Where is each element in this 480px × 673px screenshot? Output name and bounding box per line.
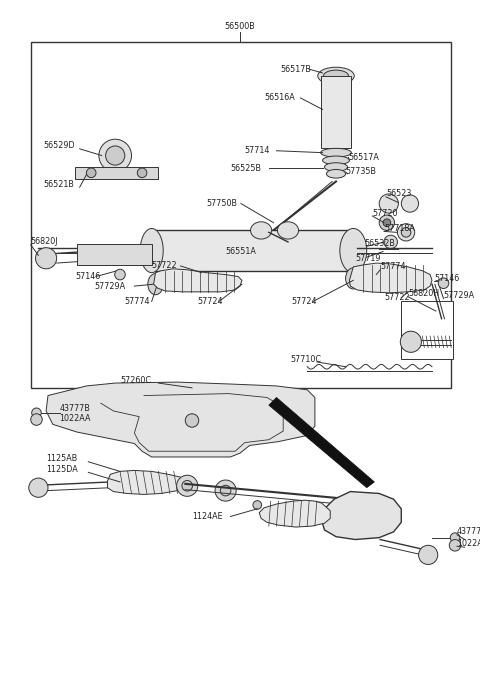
Ellipse shape — [182, 481, 192, 491]
Ellipse shape — [401, 195, 419, 212]
Text: 57724: 57724 — [198, 297, 223, 306]
Ellipse shape — [324, 70, 348, 81]
Ellipse shape — [148, 274, 163, 295]
Ellipse shape — [36, 248, 57, 269]
Ellipse shape — [177, 475, 198, 497]
Text: 57724: 57724 — [292, 297, 317, 306]
Polygon shape — [46, 382, 315, 457]
Ellipse shape — [397, 223, 415, 241]
Text: 56517B: 56517B — [280, 65, 311, 73]
Ellipse shape — [450, 533, 460, 542]
Text: 56516A: 56516A — [264, 94, 295, 102]
Text: 57720: 57720 — [372, 209, 398, 217]
Ellipse shape — [215, 480, 236, 501]
Text: 57722: 57722 — [152, 261, 177, 271]
Text: 57146: 57146 — [434, 274, 459, 283]
Polygon shape — [154, 269, 242, 292]
Text: 57722: 57722 — [384, 293, 409, 302]
Text: 1022AA: 1022AA — [457, 539, 480, 548]
Text: 1124AE: 1124AE — [192, 512, 223, 521]
Ellipse shape — [401, 227, 411, 237]
Ellipse shape — [140, 229, 163, 273]
Polygon shape — [108, 470, 185, 495]
Text: 57710C: 57710C — [290, 355, 321, 363]
Ellipse shape — [106, 146, 125, 165]
Polygon shape — [77, 244, 152, 265]
Text: 56532B: 56532B — [365, 240, 396, 248]
Ellipse shape — [137, 168, 147, 178]
Text: 57260C: 57260C — [120, 376, 151, 385]
Ellipse shape — [32, 408, 41, 418]
Text: 56523: 56523 — [386, 189, 411, 199]
Polygon shape — [401, 302, 453, 359]
Text: 56525B: 56525B — [230, 164, 262, 172]
Polygon shape — [322, 491, 401, 540]
Ellipse shape — [185, 414, 199, 427]
Text: 56551A: 56551A — [226, 247, 256, 256]
Polygon shape — [269, 398, 374, 488]
Text: 57750B: 57750B — [206, 199, 238, 208]
Ellipse shape — [384, 236, 397, 248]
Text: 56521B: 56521B — [43, 180, 74, 189]
Ellipse shape — [277, 222, 299, 239]
Polygon shape — [321, 76, 351, 148]
Polygon shape — [152, 230, 353, 271]
Ellipse shape — [346, 268, 361, 289]
Ellipse shape — [379, 215, 395, 230]
Ellipse shape — [326, 170, 346, 178]
Ellipse shape — [220, 485, 231, 496]
Polygon shape — [75, 167, 158, 178]
Ellipse shape — [318, 67, 354, 85]
Text: 56500B: 56500B — [225, 22, 255, 32]
Ellipse shape — [323, 156, 349, 165]
Ellipse shape — [379, 194, 398, 213]
Ellipse shape — [29, 478, 48, 497]
Ellipse shape — [419, 545, 438, 565]
Text: 43777B: 43777B — [457, 528, 480, 536]
Polygon shape — [349, 263, 432, 293]
Polygon shape — [31, 42, 451, 388]
Ellipse shape — [115, 269, 125, 280]
Polygon shape — [259, 500, 330, 527]
Text: 1022AA: 1022AA — [60, 414, 91, 423]
Text: 1125DA: 1125DA — [46, 465, 78, 474]
Text: 56517A: 56517A — [348, 153, 379, 162]
Ellipse shape — [321, 148, 351, 157]
Text: 57729A: 57729A — [94, 281, 125, 291]
Ellipse shape — [340, 229, 367, 273]
Text: 57735B: 57735B — [346, 168, 377, 176]
Ellipse shape — [400, 331, 421, 353]
Ellipse shape — [438, 278, 449, 289]
Ellipse shape — [31, 414, 42, 425]
Text: 57146: 57146 — [75, 272, 100, 281]
Ellipse shape — [324, 163, 348, 172]
Text: 1125AB: 1125AB — [46, 454, 77, 464]
Text: 56820J: 56820J — [31, 238, 58, 246]
Text: 57774: 57774 — [125, 297, 150, 306]
Text: 57714: 57714 — [245, 146, 270, 155]
Text: 56529D: 56529D — [43, 141, 75, 151]
Text: 56820H: 56820H — [408, 289, 439, 298]
Ellipse shape — [260, 230, 277, 239]
Text: 57718A: 57718A — [384, 224, 415, 233]
Text: 57729A: 57729A — [444, 291, 475, 300]
Ellipse shape — [99, 139, 132, 172]
Ellipse shape — [86, 168, 96, 178]
Ellipse shape — [449, 540, 461, 551]
Text: 57719: 57719 — [355, 254, 381, 262]
Ellipse shape — [383, 219, 391, 227]
Ellipse shape — [253, 501, 262, 509]
Text: 57774: 57774 — [380, 262, 406, 271]
Ellipse shape — [251, 222, 272, 239]
Text: 43777B: 43777B — [60, 404, 90, 413]
